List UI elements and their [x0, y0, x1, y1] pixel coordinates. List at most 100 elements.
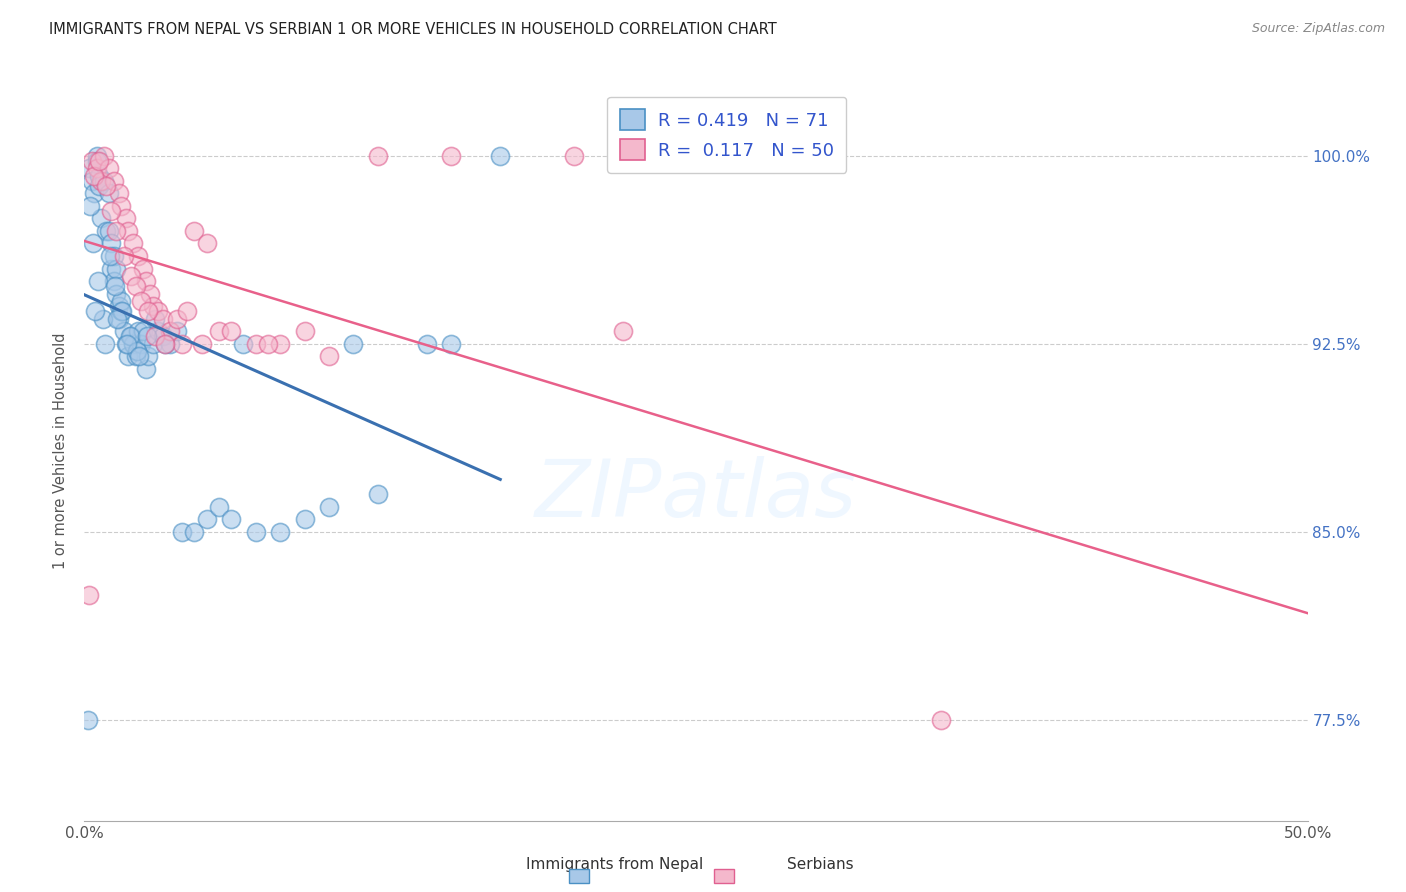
- Point: [115, 336, 138, 351]
- Point: [125, 344, 148, 359]
- Point: [294, 512, 316, 526]
- Point: [77, 588, 100, 602]
- Point: [219, 324, 242, 338]
- Point: [367, 487, 389, 501]
- Point: [176, 304, 198, 318]
- Point: [135, 274, 157, 288]
- Point: [245, 336, 267, 351]
- Point: [142, 336, 165, 351]
- Point: [118, 329, 141, 343]
- Point: [122, 236, 145, 251]
- Point: [122, 336, 145, 351]
- Point: [195, 236, 218, 251]
- Point: [127, 249, 149, 263]
- Point: [143, 311, 166, 326]
- Point: [132, 324, 155, 338]
- Point: [416, 336, 439, 351]
- Point: [87, 274, 110, 288]
- Point: [125, 349, 148, 363]
- Point: [128, 349, 150, 363]
- Point: [87, 153, 110, 168]
- Point: [152, 311, 174, 326]
- Point: [86, 161, 108, 175]
- Point: [245, 524, 267, 539]
- Point: [269, 524, 291, 539]
- Point: [86, 153, 108, 168]
- Point: [84, 304, 107, 318]
- Point: [77, 161, 100, 175]
- Point: [83, 169, 105, 183]
- Point: [342, 336, 364, 351]
- Point: [146, 304, 169, 318]
- Text: ZIPatlas: ZIPatlas: [534, 456, 858, 534]
- Point: [91, 311, 114, 326]
- Point: [153, 336, 176, 351]
- Point: [80, 153, 103, 168]
- Point: [139, 286, 162, 301]
- Point: [440, 336, 463, 351]
- Point: [90, 211, 112, 226]
- Point: [100, 203, 122, 218]
- Point: [183, 524, 205, 539]
- Point: [183, 224, 205, 238]
- Point: [115, 211, 138, 226]
- Point: [195, 512, 218, 526]
- Point: [127, 324, 149, 338]
- Text: Serbians: Serbians: [787, 857, 853, 872]
- Point: [219, 512, 242, 526]
- Point: [96, 178, 118, 193]
- Point: [97, 186, 120, 201]
- Point: [100, 236, 122, 251]
- Point: [208, 324, 231, 338]
- Point: [103, 174, 125, 188]
- Point: [129, 336, 152, 351]
- Text: IMMIGRANTS FROM NEPAL VS SERBIAN 1 OR MORE VEHICLES IN HOUSEHOLD CORRELATION CHA: IMMIGRANTS FROM NEPAL VS SERBIAN 1 OR MO…: [49, 22, 778, 37]
- Point: [87, 178, 110, 193]
- Point: [105, 286, 128, 301]
- Point: [112, 249, 135, 263]
- Point: [269, 336, 291, 351]
- Point: [136, 349, 159, 363]
- Point: [318, 349, 340, 363]
- Point: [107, 311, 129, 326]
- Point: [87, 169, 110, 183]
- Text: Immigrants from Nepal: Immigrants from Nepal: [526, 857, 703, 872]
- Point: [112, 324, 135, 338]
- Point: [232, 336, 254, 351]
- Point: [172, 524, 194, 539]
- Y-axis label: 1 or more Vehicles in Household: 1 or more Vehicles in Household: [53, 332, 69, 569]
- Point: [90, 174, 112, 188]
- Point: [257, 336, 280, 351]
- Point: [152, 329, 174, 343]
- Point: [208, 500, 231, 514]
- Point: [105, 224, 128, 238]
- Point: [107, 186, 129, 201]
- Point: [294, 324, 316, 338]
- Point: [318, 500, 340, 514]
- Point: [120, 329, 142, 343]
- Point: [86, 148, 108, 162]
- Point: [132, 261, 155, 276]
- Point: [111, 304, 134, 318]
- Point: [83, 186, 105, 201]
- Point: [100, 261, 122, 276]
- Point: [489, 148, 512, 162]
- Point: [125, 279, 148, 293]
- Point: [110, 199, 132, 213]
- Point: [97, 161, 120, 175]
- Point: [120, 268, 142, 283]
- Point: [135, 329, 157, 343]
- Point: [110, 294, 132, 309]
- Point: [191, 336, 214, 351]
- Point: [80, 174, 103, 188]
- Point: [136, 304, 159, 318]
- Point: [117, 349, 139, 363]
- Point: [135, 362, 157, 376]
- Point: [143, 329, 166, 343]
- Point: [77, 713, 100, 727]
- Text: Source: ZipAtlas.com: Source: ZipAtlas.com: [1251, 22, 1385, 36]
- Point: [103, 274, 125, 288]
- Point: [93, 174, 115, 188]
- Point: [96, 224, 118, 238]
- Point: [159, 336, 181, 351]
